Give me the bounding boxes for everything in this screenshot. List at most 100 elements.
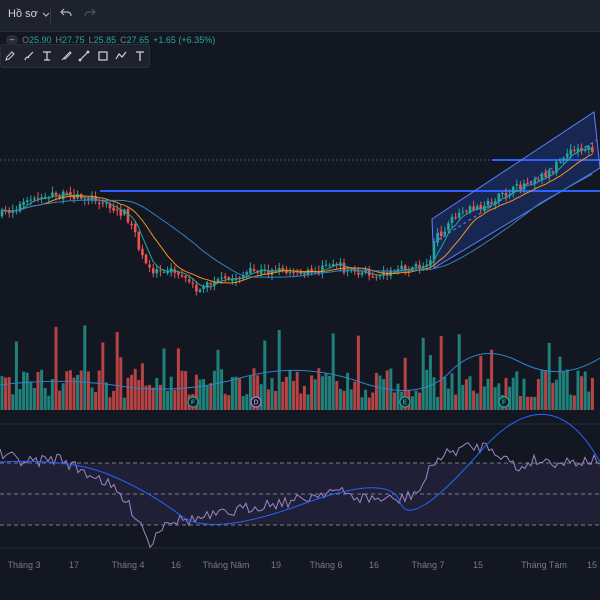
text-tool-button[interactable] [39,48,55,64]
ohlc-legend: – O25.90 H27.75 L25.85 C27.65 +1.65 (+6.… [6,34,215,46]
candle-body [465,210,468,212]
legend-collapse-button[interactable]: – [6,35,18,45]
volume-bar [126,377,130,410]
volume-bar [292,380,296,410]
volume-bar [166,390,170,410]
candle-body [342,262,346,273]
candle-body [105,202,108,204]
event-marker-earnings[interactable]: E [399,396,411,408]
candle-body [540,173,544,181]
candle-body [115,209,119,211]
time-axis-label: Tháng 4 [111,560,144,570]
candle-body [83,199,87,201]
volume-bar [475,393,479,410]
rsi-series [0,414,600,549]
volume-bar [374,372,378,410]
time-axis-label: 15 [473,560,483,570]
volume-bar [414,390,418,410]
candle-body [544,172,547,178]
volume-bar [130,374,134,410]
time-axis-label: Tháng Tám [521,560,567,570]
volume-bar [544,371,548,410]
brush-tool-button[interactable] [21,48,37,64]
pencil-icon [5,51,15,61]
candle-body [551,171,555,173]
volume-bar [4,377,8,410]
candle-body [94,196,97,202]
candle-body [184,276,187,278]
time-axis[interactable]: Tháng 3 17 Tháng 4 16 Tháng Năm 19 Tháng 6 16 Th… [7,560,597,570]
trend-line-tool-button[interactable] [76,48,92,64]
high-value: 27.75 [62,35,85,45]
candle-body [101,202,105,204]
event-marker-earnings[interactable]: F [498,396,510,408]
volume-bar [148,384,152,410]
volume-bar [256,375,260,410]
volume-bar [529,396,533,410]
pencil-tool-button[interactable] [2,48,18,64]
volume-bar [266,389,270,410]
close-label: C [120,35,127,45]
polyline-tool-button[interactable] [113,48,129,64]
candle-body [537,179,540,181]
candle-body [555,161,558,173]
volume-bar [378,375,382,410]
volume-bar [40,369,44,410]
time-axis-label: Tháng Năm [202,560,249,570]
volume-bar [504,377,508,410]
volume-bar [490,349,494,410]
candle-body [303,273,306,275]
volume-bar [382,379,386,410]
candle-body [267,270,270,274]
candle-body [108,203,112,209]
candle-body [141,248,144,256]
volume-bar [432,377,436,410]
volume-bar [122,397,126,410]
text-icon [135,51,144,61]
volume-bar [274,391,278,410]
volume-bar [551,382,555,410]
volume-bar [371,392,375,410]
candle-body [357,272,360,275]
candle-body [364,270,367,273]
text-annotation-tool-button[interactable] [132,48,148,64]
volume-bar [562,371,566,410]
undo-button[interactable] [60,7,72,22]
candle-body [180,275,184,277]
time-axis-label: 19 [271,560,281,570]
volume-bar [220,369,224,410]
volume-bar [461,384,465,410]
low-label: L [88,35,94,45]
volume-bar [385,370,389,410]
volume-bar [43,388,47,410]
candle-body [321,265,324,273]
candle-body [87,198,90,201]
volume-bar [425,369,429,410]
volume-bar [439,336,443,410]
volume-bar [0,376,4,410]
profile-menu-button[interactable]: Hồ sơ [8,8,50,20]
candle-body [227,277,231,280]
candle-body [501,193,504,194]
candle-body [231,278,234,281]
candle-body [249,268,252,274]
volume-bar [227,395,231,410]
event-marker-earnings[interactable]: F [187,396,199,408]
candle-body [375,276,378,278]
volume-bar [140,363,144,410]
toolbar-divider [50,8,51,24]
brush-tool-button-2[interactable] [58,48,74,64]
ma-slow-line [1,173,593,278]
volume-bar [540,370,544,410]
candle-body [277,267,281,272]
candle-body [472,206,475,210]
candle-body [479,205,483,210]
redo-button[interactable] [84,7,96,22]
candle-body [205,282,209,288]
rectangle-tool-button[interactable] [95,48,111,64]
low-value: 25.85 [93,35,117,45]
event-marker-dividend[interactable]: D [250,396,262,408]
candle-body [202,286,205,289]
